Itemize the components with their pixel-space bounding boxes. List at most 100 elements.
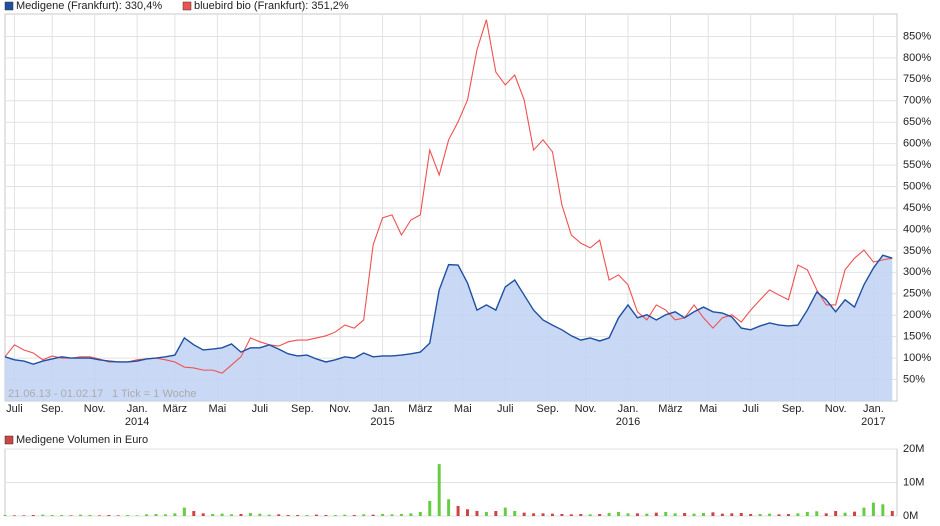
- volume-bar: [126, 514, 130, 516]
- volume-bar: [97, 515, 101, 516]
- y-tick-label: 400%: [903, 223, 931, 235]
- volume-bar: [154, 513, 158, 516]
- x-tick-label: Sep.: [291, 403, 314, 415]
- volume-bar: [749, 513, 753, 516]
- volume-bar: [362, 514, 366, 516]
- volume-bar: [871, 502, 875, 516]
- volume-bar: [79, 514, 83, 516]
- y-tick-label: 20M: [903, 443, 924, 455]
- date-range: 21.06.13 - 01.02.17: [8, 388, 103, 400]
- volume-bar: [890, 510, 894, 516]
- x-tick-label: Sep.: [41, 403, 64, 415]
- volume-bar: [305, 514, 309, 516]
- y-tick-label: 550%: [903, 159, 931, 171]
- volume-bar: [60, 514, 64, 516]
- volume-bar: [466, 509, 470, 516]
- volume-bar: [645, 513, 649, 516]
- volume-bar: [314, 514, 318, 516]
- volume-bar: [201, 513, 205, 516]
- volume-bar: [541, 513, 545, 516]
- volume-bar: [739, 512, 743, 516]
- volume-bar: [730, 513, 734, 516]
- volume-bar: [815, 511, 819, 516]
- volume-bar: [664, 511, 668, 516]
- volume-bar: [116, 515, 120, 516]
- y-tick-label: 250%: [903, 288, 931, 300]
- volume-bar: [220, 513, 224, 516]
- volume-bar: [437, 464, 441, 516]
- x-tick-label: März: [163, 403, 187, 415]
- x-tick-label: Mai: [699, 403, 717, 415]
- volume-bar: [88, 514, 92, 516]
- volume-bar: [333, 514, 337, 516]
- x-tick-label: Juli: [252, 403, 269, 415]
- volume-bar: [31, 514, 35, 516]
- y-tick-label: 450%: [903, 202, 931, 214]
- y-tick-label: 300%: [903, 266, 931, 278]
- volume-bar: [230, 514, 234, 516]
- volume-title: Medigene Volumen in Euro: [16, 434, 148, 446]
- x-year-label: 2014: [125, 416, 149, 428]
- y-tick-label: 500%: [903, 180, 931, 192]
- x-year-label: 2016: [616, 416, 640, 428]
- y-tick-label: 750%: [903, 73, 931, 85]
- x-tick-label: Mai: [209, 403, 227, 415]
- volume-bar: [673, 513, 677, 516]
- legend-label: bluebird bio (Frankfurt): 351,2%: [194, 0, 349, 12]
- volume-bar: [796, 513, 800, 516]
- x-tick-label: Mai: [454, 403, 472, 415]
- volume-bar: [503, 507, 507, 516]
- tick-note: 1 Tick = 1 Woche: [112, 388, 196, 400]
- legend-swatch: [182, 1, 192, 11]
- y-tick-label: 0M: [903, 510, 918, 522]
- volume-bar: [768, 513, 772, 516]
- volume-bar: [834, 510, 838, 516]
- volume-bar: [560, 513, 564, 516]
- x-tick-label: Juli: [742, 403, 759, 415]
- volume-bar: [522, 512, 526, 516]
- volume-bar: [550, 513, 554, 516]
- volume-bar: [50, 514, 54, 516]
- volume-bar: [428, 500, 432, 516]
- volume-bar: [711, 512, 715, 516]
- volume-bar: [12, 515, 16, 516]
- volume-bar: [107, 514, 111, 516]
- volume-bar: [758, 513, 762, 516]
- y-tick-label: 350%: [903, 245, 931, 257]
- volume-bar: [579, 513, 583, 516]
- volume-bar: [248, 512, 252, 516]
- volume-bar: [399, 513, 403, 516]
- volume-bar: [881, 504, 885, 516]
- x-tick-label: Jan.: [618, 403, 639, 415]
- volume-bar: [843, 512, 847, 516]
- x-tick-label: Jan.: [127, 403, 148, 415]
- x-tick-label: Juli: [6, 403, 23, 415]
- area-fill: [5, 255, 893, 401]
- volume-bar: [267, 514, 271, 516]
- volume-bar: [343, 514, 347, 516]
- volume-bar: [692, 513, 696, 516]
- volume-bar: [418, 511, 422, 516]
- volume-bar: [853, 511, 857, 516]
- volume-bar: [69, 515, 73, 516]
- volume-bar: [588, 514, 592, 516]
- volume-bar: [824, 513, 828, 516]
- y-tick-label: 10M: [903, 476, 924, 488]
- volume-bar: [617, 511, 621, 516]
- y-tick-label: 650%: [903, 116, 931, 128]
- volume-bar: [286, 514, 290, 516]
- x-year-label: 2017: [861, 416, 885, 428]
- volume-bar: [239, 513, 243, 516]
- y-tick-label: 50%: [903, 373, 925, 385]
- y-tick-label: 150%: [903, 331, 931, 343]
- volume-bar: [277, 514, 281, 516]
- x-tick-label: Jan.: [863, 403, 884, 415]
- x-tick-label: Nov.: [329, 403, 351, 415]
- volume-bar: [192, 510, 196, 516]
- volume-bar: [786, 513, 790, 516]
- volume-bar: [654, 512, 658, 516]
- x-tick-label: Sep.: [782, 403, 805, 415]
- legend-swatch: [4, 1, 14, 11]
- x-tick-label: Nov.: [575, 403, 597, 415]
- volume-bar: [569, 514, 573, 516]
